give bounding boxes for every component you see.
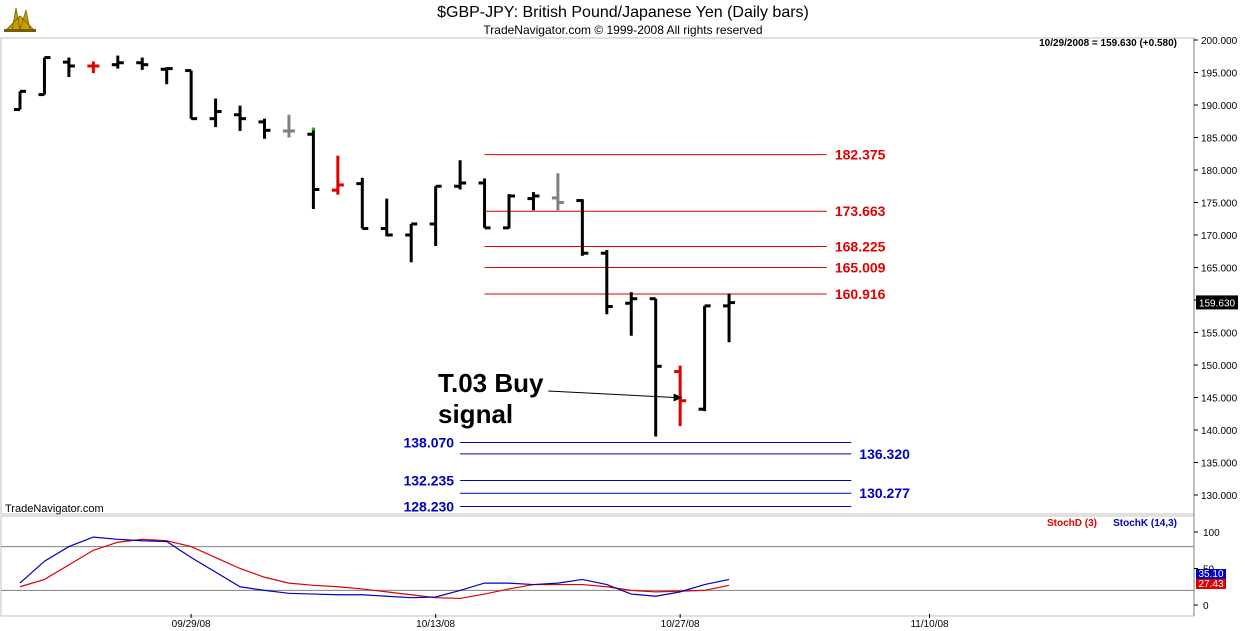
price-tick-label: 175.000 — [1201, 199, 1238, 210]
up-tick-marker — [311, 127, 315, 131]
ohlc-bar — [380, 198, 393, 237]
stoch-last-value-label: 35.10 — [1198, 569, 1223, 580]
stoch-tick-label: 0 — [1203, 601, 1209, 612]
watermark-text: TradeNavigator.com — [5, 503, 104, 515]
stoch-d-line — [19, 538, 730, 600]
ohlc-bar — [674, 365, 687, 427]
price-tick-label: 195.000 — [1201, 69, 1238, 80]
ohlc-bar — [234, 105, 247, 131]
price-tick-label: 200.000 — [1201, 36, 1238, 47]
ohlc-bar — [503, 194, 515, 230]
ohlc-bar — [478, 178, 491, 230]
annotation-line1: T.03 Buy — [438, 368, 544, 398]
level-label: 173.663 — [835, 203, 886, 219]
level-label: 160.916 — [835, 286, 886, 302]
price-tick-label: 145.000 — [1201, 394, 1238, 405]
x-tick-label: 10/13/08 — [416, 619, 455, 630]
stoch-k-line — [19, 536, 730, 599]
ohlc-bar — [698, 304, 711, 412]
arrow-head — [673, 393, 683, 402]
price-tick-label: 180.000 — [1201, 166, 1238, 177]
price-tick-label: 185.000 — [1201, 134, 1238, 145]
ohlc-bar — [600, 249, 613, 315]
stoch-last-value-box — [1196, 569, 1226, 579]
stoch-panel — [0, 515, 1195, 617]
ohlc-bar — [307, 129, 320, 209]
ohlc-bar — [551, 173, 564, 211]
legend-stoch-k: StochK (14,3) — [1113, 518, 1177, 529]
logo-icon — [4, 7, 36, 32]
level-label: 130.277 — [859, 485, 910, 501]
level-label: 182.375 — [835, 147, 886, 163]
copyright-text: TradeNavigator.com © 1999-2008 All right… — [483, 23, 762, 37]
price-tick-label: 155.000 — [1201, 329, 1238, 340]
arrow-shaft — [548, 390, 675, 398]
ohlc-bar — [282, 114, 295, 138]
ohlc-bar — [723, 293, 736, 343]
level-label: 168.225 — [835, 239, 886, 255]
level-label: 132.235 — [403, 472, 454, 488]
last-price-box — [1196, 295, 1238, 310]
ohlc-bar — [136, 57, 149, 70]
price-tick-label: 170.000 — [1201, 231, 1238, 242]
ohlc-bar — [14, 89, 26, 112]
signal-arrow — [548, 390, 683, 402]
ohlc-bar — [576, 199, 589, 256]
ohlc-bar — [38, 56, 51, 97]
level-label: 136.320 — [859, 446, 910, 462]
ohlc-bar — [649, 297, 662, 437]
price-tick-label: 130.000 — [1201, 491, 1238, 502]
price-levels: 182.375 173.663 168.225 165.009 160.916 138.0… — [403, 147, 910, 515]
ohlc-bar — [185, 69, 198, 121]
ohlc-bar — [209, 98, 222, 128]
last-price-marker: 159.630 — [1196, 295, 1238, 310]
price-axis: 200.000 195.000 190.000 185.000 180.000 175.0… — [1194, 36, 1238, 502]
chart-title: $GBP-JPY: British Pound/Japanese Yen (Da… — [437, 4, 809, 21]
x-tick-label: 11/10/08 — [910, 619, 949, 630]
ohlc-bar — [331, 155, 344, 195]
ohlc-bar — [454, 160, 467, 190]
price-tick-label: 150.000 — [1201, 361, 1238, 372]
x-axis: 09/29/08 10/13/08 10/27/08 11/10/08 — [172, 614, 949, 630]
ohlc-bar — [87, 61, 100, 74]
ohlc-bar — [625, 292, 638, 336]
level-label: 165.009 — [835, 259, 886, 275]
ohlc-bar — [258, 118, 271, 139]
level-label: 128.230 — [403, 499, 454, 515]
ohlc-bar — [527, 192, 540, 211]
stoch-axis: 100500 — [1, 528, 1220, 612]
price-tick-label: 140.000 — [1201, 426, 1238, 437]
ohlc-bar — [160, 67, 173, 85]
stoch-last-value-label: 27.43 — [1198, 579, 1223, 590]
x-tick-label: 09/29/08 — [172, 619, 211, 630]
annotation-line2: signal — [438, 399, 513, 429]
legend-stoch-d: StochD (3) — [1047, 518, 1097, 529]
ohlc-bar — [62, 57, 75, 78]
price-bars — [14, 55, 736, 437]
price-tick-label: 190.000 — [1201, 101, 1238, 112]
last-price-label: 159.630 — [1199, 298, 1236, 309]
level-label: 138.070 — [403, 435, 454, 451]
stoch-last-value-box — [1196, 579, 1226, 589]
price-tick-label: 135.000 — [1201, 459, 1238, 470]
x-tick-label: 10/27/08 — [661, 619, 700, 630]
stoch-tick-label: 100 — [1203, 528, 1220, 539]
price-tick-label: 165.000 — [1201, 264, 1238, 275]
ohlc-bar — [111, 55, 124, 69]
last-quote-text: 10/29/2008 = 159.630 (+0.580) — [1039, 38, 1177, 49]
ohlc-bar — [405, 222, 418, 263]
ohlc-bar — [429, 184, 442, 247]
ohlc-bar — [356, 177, 369, 230]
